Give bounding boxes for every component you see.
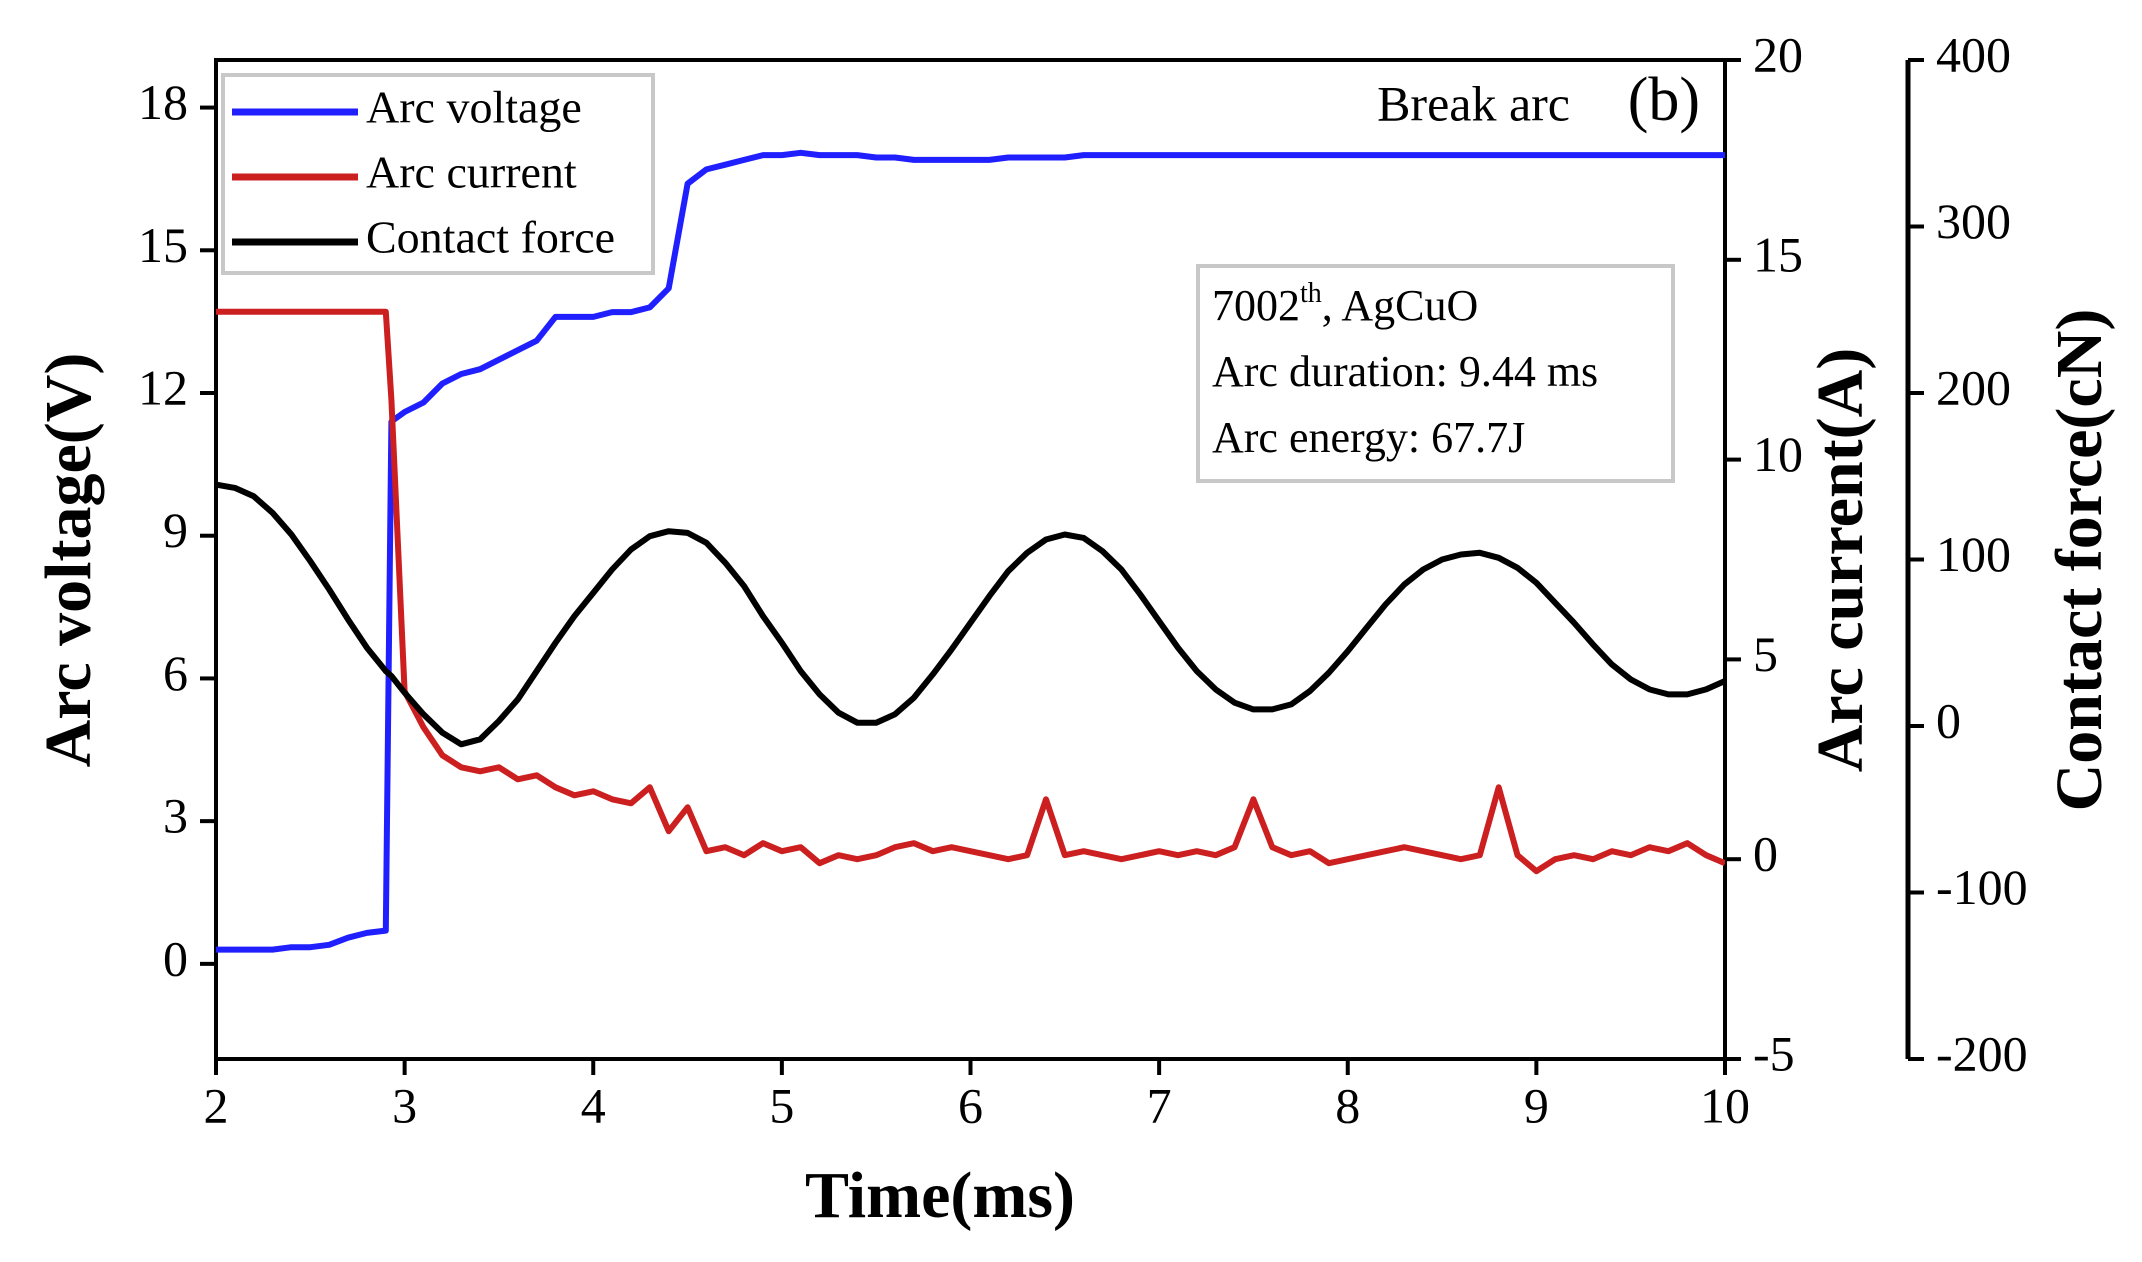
annotation-number: 7002 xyxy=(1212,281,1300,330)
y3-tick-label: 100 xyxy=(1936,526,2011,582)
x-tick-label: 9 xyxy=(1524,1077,1549,1133)
y2-tick-label: 20 xyxy=(1753,26,1803,82)
series-line xyxy=(216,149,1725,953)
y-tick-label: 18 xyxy=(138,74,188,130)
y-axis-title: Arc voltage(V) xyxy=(32,353,105,768)
annotation-line: Arc energy: 67.7J xyxy=(1212,413,1525,462)
y3-tick-label: 0 xyxy=(1936,692,1961,748)
x-axis-title: Time(ms) xyxy=(805,1159,1075,1232)
y2-tick-label: 0 xyxy=(1753,826,1778,882)
x-tick-label: 8 xyxy=(1335,1077,1360,1133)
series-line xyxy=(216,308,1725,875)
legend-label: Contact force xyxy=(366,212,615,263)
y2-tick-label: 10 xyxy=(1753,426,1803,482)
x-tick-label: 5 xyxy=(769,1077,794,1133)
legend-label: Arc voltage xyxy=(366,82,582,133)
y-tick-label: 6 xyxy=(163,645,188,701)
y-tick-label: 12 xyxy=(138,359,188,415)
y-tick-label: 0 xyxy=(163,930,188,986)
y3-axis-title: Contact force(cN) xyxy=(2043,309,2116,812)
y-tick-label: 9 xyxy=(163,502,188,558)
panel-label: (b) xyxy=(1628,66,1700,134)
x-tick-label: 10 xyxy=(1700,1077,1750,1133)
y-tick-label: 3 xyxy=(163,788,188,844)
y3-tick-label: -100 xyxy=(1936,859,2028,915)
annotation-line: 7002th, AgCuO xyxy=(1212,278,1478,330)
x-tick-label: 7 xyxy=(1147,1077,1172,1133)
y3-tick-label: 200 xyxy=(1936,359,2011,415)
y2-tick-label: 5 xyxy=(1753,626,1778,682)
x-tick-label: 4 xyxy=(581,1077,606,1133)
y2-tick-label: -5 xyxy=(1753,1025,1795,1081)
y-tick-label: 15 xyxy=(138,217,188,273)
x-tick-label: 3 xyxy=(392,1077,417,1133)
legend-label: Arc current xyxy=(366,147,577,198)
chart-title: Break arc xyxy=(1377,75,1570,131)
x-tick-label: 6 xyxy=(958,1077,983,1133)
annotation-box xyxy=(1196,264,1675,483)
annotation-sup: th xyxy=(1300,278,1322,309)
series-line xyxy=(216,481,1725,748)
series-group xyxy=(216,149,1725,953)
y3-tick-label: 300 xyxy=(1936,193,2011,249)
y3-tick-label: 400 xyxy=(1936,26,2011,82)
x-tick-label: 2 xyxy=(204,1077,229,1133)
annotation-line: Arc duration: 9.44 ms xyxy=(1212,347,1598,396)
y3-tick-label: -200 xyxy=(1936,1025,2028,1081)
annotation-rest: , AgCuO xyxy=(1322,281,1478,330)
y2-axis-title: Arc current(A) xyxy=(1804,348,1877,773)
y2-tick-label: 15 xyxy=(1753,226,1803,282)
